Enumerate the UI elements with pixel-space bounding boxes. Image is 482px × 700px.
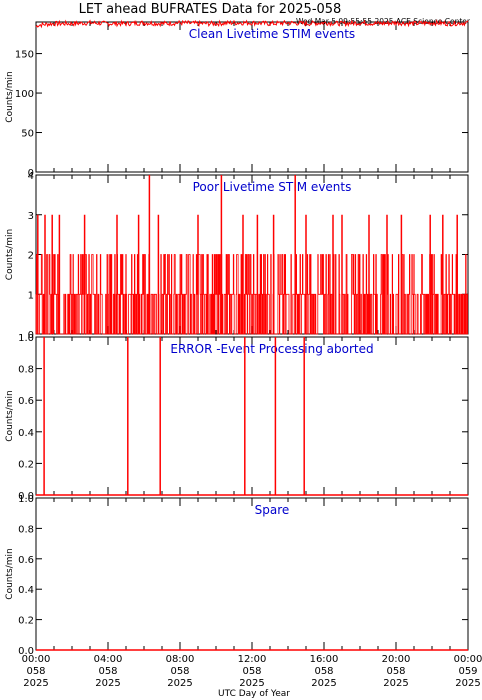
x-tick-label: 12:00 [238, 654, 267, 665]
x-tick-label: 2025 [167, 678, 192, 689]
y-tick-label: 1.0 [18, 494, 34, 505]
y-tick-label: 0 [28, 330, 34, 341]
y-tick-label: 0 [28, 168, 34, 179]
x-tick-label: 058 [314, 666, 333, 677]
y-tick-label: 0.4 [18, 428, 34, 439]
y-tick-label: 150 [15, 50, 34, 61]
y-tick-label: 50 [21, 129, 34, 140]
x-tick-label: 2025 [383, 678, 408, 689]
y-tick-label: 0.2 [18, 616, 34, 627]
x-tick-label: 16:00 [310, 654, 339, 665]
series-line [35, 19, 469, 29]
x-tick-label: 058 [386, 666, 405, 677]
x-tick-label: 058 [98, 666, 117, 677]
x-tick-label: 2025 [311, 678, 336, 689]
y-tick-label: 0.8 [18, 365, 34, 376]
y-tick-label: 0.0 [18, 491, 34, 502]
y-tick-label: 0.2 [18, 459, 34, 470]
series-line [35, 254, 468, 335]
y-tick-label: 2 [28, 251, 34, 262]
y-tick-label: 0.6 [18, 396, 34, 407]
y-tick-label: 0.8 [18, 524, 34, 535]
x-tick-label: 2025 [95, 678, 120, 689]
y-tick-label: 3 [28, 211, 34, 222]
y-tick-label: 0.6 [18, 555, 34, 566]
series-label: Poor Livetime STIM events [193, 180, 352, 194]
x-tick-label: 20:00 [382, 654, 411, 665]
x-tick-label: 059 [458, 666, 477, 677]
x-tick-label: 058 [26, 666, 45, 677]
y-tick-label: 100 [15, 89, 34, 100]
x-tick-label: 058 [170, 666, 189, 677]
series-label: ERROR -Event Processing aborted [170, 342, 373, 356]
series-label: Clean Livetime STIM events [189, 27, 355, 41]
y-axis-label: Counts/min [5, 390, 15, 441]
x-tick-label: 2025 [23, 678, 48, 689]
chart-title: LET ahead BUFRATES Data for 2025-058 [79, 2, 342, 17]
x-tick-label: 08:00 [166, 654, 195, 665]
y-tick-label: 1.0 [18, 333, 34, 344]
x-tick-label: 00:00 [454, 654, 482, 665]
x-tick-label: 04:00 [94, 654, 123, 665]
y-axis-label: Counts/min [5, 548, 15, 599]
x-tick-label: 00:00 [22, 654, 51, 665]
series-label: Spare [255, 503, 290, 517]
y-tick-label: 1 [28, 290, 34, 301]
x-tick-label: 2025 [239, 678, 264, 689]
x-axis-label: UTC Day of Year [218, 689, 290, 699]
y-axis-label: Counts/min [5, 229, 15, 280]
y-tick-label: 4 [28, 171, 34, 182]
x-tick-label: 058 [242, 666, 261, 677]
y-tick-label: 0.4 [18, 585, 34, 596]
y-axis-label: Counts/min [5, 71, 15, 122]
y-tick-label: 0.0 [18, 646, 34, 657]
x-tick-label: 2025 [455, 678, 480, 689]
